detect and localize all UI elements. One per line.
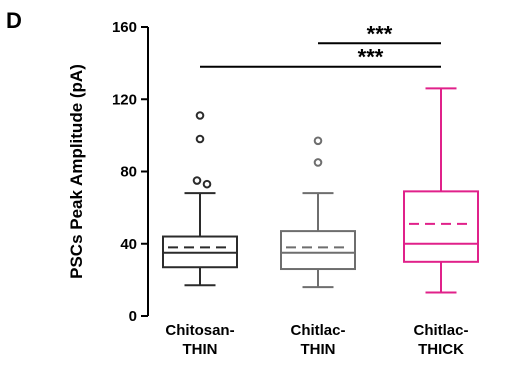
y-tick-label: 0: [129, 308, 137, 325]
box-group: [280, 136, 356, 289]
outlier-point: [195, 111, 205, 120]
panel-label: D: [6, 8, 22, 33]
category-label-line2: THICK: [418, 341, 464, 358]
category-label-line1: Chitlac-: [413, 322, 468, 339]
significance-layer: ******: [200, 21, 441, 70]
box-group: [403, 87, 479, 294]
outlier-point: [195, 134, 205, 144]
outlier-point: [192, 176, 202, 185]
boxes-layer: [162, 87, 479, 294]
y-tick-label: 160: [112, 19, 137, 36]
category-label-line2: THIN: [301, 341, 336, 358]
y-tick-label: 80: [120, 164, 137, 181]
y-axis-label: PSCs Peak Amplitude (pA): [67, 64, 86, 279]
box-group: [162, 111, 238, 287]
x-category-labels: Chitosan- THIN Chitlac- THIN Chitlac- THICK: [165, 322, 468, 358]
y-axis: 0 40 80 120 160: [112, 19, 149, 325]
box-iqr: [280, 230, 356, 271]
outlier-point: [202, 179, 212, 189]
significance-label: ***: [358, 45, 384, 70]
significance-label: ***: [367, 21, 393, 46]
y-tick-label: 40: [120, 236, 137, 253]
outlier-point: [313, 136, 323, 146]
y-tick-label: 120: [112, 91, 137, 108]
category-label-line1: Chitlac-: [290, 322, 345, 339]
category-label-line1: Chitosan-: [165, 322, 234, 339]
category-label-line2: THIN: [183, 341, 218, 358]
outlier-point: [313, 158, 323, 167]
box-iqr: [403, 190, 479, 263]
